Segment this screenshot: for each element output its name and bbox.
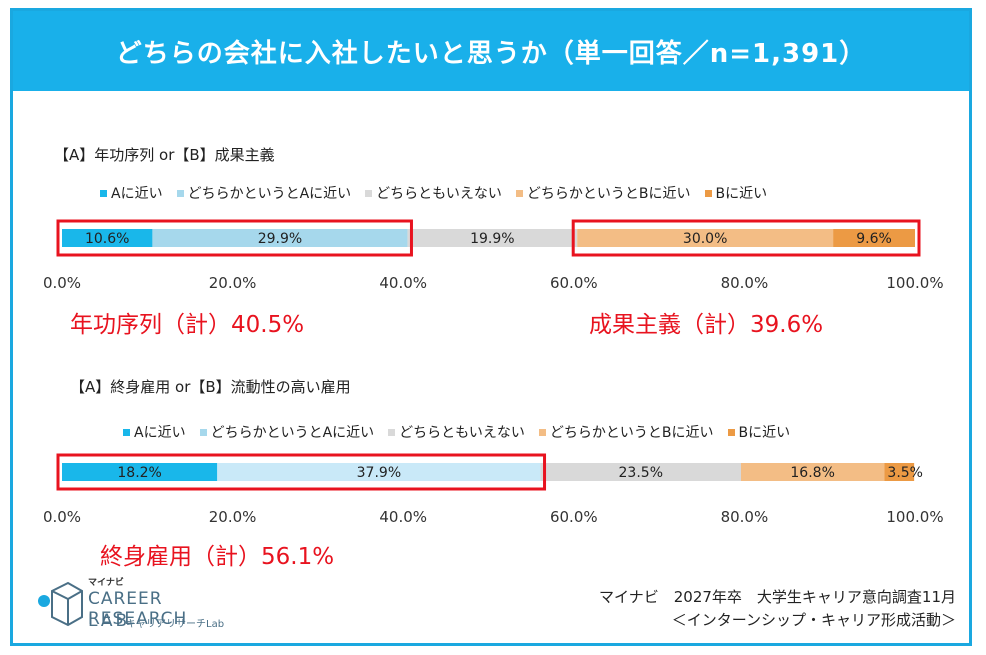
legend-swatch [538, 428, 546, 436]
tick-label: 80.0% [721, 274, 769, 292]
chart2-subtotal-a: 終身雇用（計）56.1% [100, 544, 335, 570]
legend-item: Bに近い [704, 183, 767, 203]
legend-swatch [388, 428, 396, 436]
legend-item: Bに近い [727, 422, 790, 442]
logo: マイナビ CAREER RESEARCH LAB キャリアリサーチLab [36, 575, 266, 635]
highlight-box [56, 219, 413, 257]
data-label: 16.8% [790, 465, 834, 481]
bar-segment [217, 463, 541, 481]
tick-label: 20.0% [209, 274, 257, 292]
tick-label: 60.0% [550, 274, 598, 292]
bar-segment [740, 463, 885, 481]
data-label: 18.2% [117, 465, 161, 481]
bar-segment [407, 229, 578, 247]
chart2-title: 【A】終身雇用 or【B】流動性の高い雇用 [70, 378, 351, 396]
highlight-box [56, 453, 547, 491]
legend-item: どちらかというとAに近い [176, 183, 351, 203]
chart2-legend: Aに近い どちらかというとAに近い どちらともいえない どちらかというとBに近い… [123, 422, 790, 442]
bar-segment [577, 229, 834, 247]
tick-label: 100.0% [886, 508, 943, 526]
chart1-title: 【A】年功序列 or【B】成果主義 [54, 146, 275, 164]
bar-segment [62, 463, 218, 481]
legend-swatch [704, 189, 712, 197]
legend-item: どちらともいえない [388, 422, 525, 442]
chart-frame: どちらの会社に入社したいと思うか（単一回答／n=1,391） [10, 8, 972, 646]
tick-label: 40.0% [379, 274, 427, 292]
legend-swatch [123, 428, 130, 436]
tick-label: 100.0% [886, 274, 943, 292]
chart1-subtotal-a: 年功序列（計）40.5% [70, 312, 305, 338]
legend-swatch [515, 189, 523, 197]
legend-swatch [365, 189, 373, 197]
logo-sub: キャリアリサーチLab [126, 619, 225, 630]
source-line2: ＜インターンシップ・キャリア形成活動＞ [671, 611, 956, 629]
data-label: 19.9% [470, 231, 514, 247]
tick-label: 0.0% [43, 508, 81, 526]
bar-segment [833, 229, 915, 247]
bar-segment [152, 229, 408, 247]
data-label: 9.6% [856, 231, 892, 247]
data-label: 10.6% [85, 231, 129, 247]
chart1-legend: Aに近い どちらかというとAに近い どちらともいえない どちらかというとBに近い… [100, 183, 767, 203]
tick-label: 40.0% [379, 508, 427, 526]
highlight-box [571, 219, 921, 257]
bar-segment [62, 229, 153, 247]
source-note: マイナビ 2027年卒 大学生キャリア意向調査11月 ＜インターンシップ・キャリ… [599, 586, 956, 632]
page-title: どちらの会社に入社したいと思うか（単一回答／n=1,391） [13, 11, 969, 91]
tick-label: 60.0% [550, 508, 598, 526]
data-label: 30.0% [683, 231, 727, 247]
legend-item: どちらかというとAに近い [199, 422, 374, 442]
data-label: 23.5% [619, 465, 663, 481]
data-label: 3.5% [887, 465, 923, 481]
legend-swatch [100, 189, 107, 197]
bar-segment [884, 463, 915, 481]
tick-label: 80.0% [721, 508, 769, 526]
data-label: 29.9% [258, 231, 302, 247]
logo-line2: LAB [88, 611, 131, 631]
legend-item: Aに近い [123, 422, 186, 442]
legend-swatch [727, 428, 735, 436]
legend-item: Aに近い [100, 183, 163, 203]
tick-label: 0.0% [43, 274, 81, 292]
legend-item: どちらかというとBに近い [538, 422, 714, 442]
source-line1: マイナビ 2027年卒 大学生キャリア意向調査11月 [599, 588, 956, 606]
legend-item: どちらともいえない [365, 183, 502, 203]
legend-swatch [176, 189, 184, 197]
logo-brand: マイナビ [88, 578, 124, 588]
bar-segment [540, 463, 741, 481]
tick-label: 20.0% [209, 508, 257, 526]
legend-swatch [199, 428, 207, 436]
chart1-subtotal-b: 成果主義（計）39.6% [589, 312, 824, 338]
legend-item: どちらかというとBに近い [515, 183, 691, 203]
logo-line1: CAREER RESEARCH [88, 589, 188, 629]
logo-cube-icon [38, 581, 83, 627]
data-label: 37.9% [357, 465, 401, 481]
